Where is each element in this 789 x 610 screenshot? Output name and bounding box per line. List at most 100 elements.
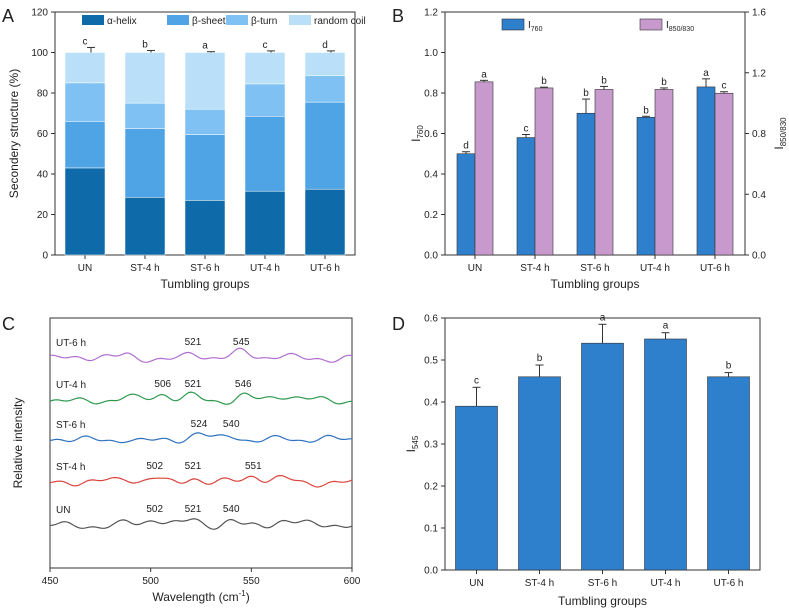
chart-a-legend-label-1: β-sheet (192, 16, 226, 27)
chart-a-y-ticklabel-1: 20 (37, 210, 49, 221)
chart-b-bar-1-3 (654, 89, 674, 256)
chart-b-bar-1-4 (714, 92, 734, 256)
chart-d-bar-2 (581, 342, 624, 571)
chart-d-y-ticklabel-6: 0.6 (424, 314, 438, 325)
chart-d-yaxis-title-sub: 545 (411, 435, 420, 449)
chart-d-xlabel-3: UT-4 h (650, 578, 680, 589)
chart-c-xaxis-sup: -1 (239, 589, 247, 598)
chart-d-bar-0 (455, 405, 498, 571)
panel-label-d: D (392, 314, 405, 334)
chart-c-peak-label-1-0: 502 (146, 461, 163, 472)
chart-c-raman-spectra: 450 500 550 600 UN 502 521 540 ST-4 h 502 521 551 ST… (11, 317, 361, 604)
chart-a-yaxis-title: Secondery structure (%) (7, 69, 21, 198)
chart-d-sig-0: c (474, 375, 479, 386)
chart-c-peak-label-4-0: 521 (185, 337, 202, 348)
chart-a-xlabel-4: UT-6 h (310, 263, 340, 274)
chart-b-intensity-ratio: 0.0 0.2 0.4 0.6 0.8 1.0 1.2 0.0 0.4 0.8 1.2 1.6 UN d a… (409, 8, 788, 292)
chart-b-yaxis-title: I760 (409, 125, 425, 142)
panel-label-a: A (2, 6, 14, 26)
chart-a-y-ticklabel-5: 100 (31, 48, 48, 59)
chart-c-line-0 (49, 518, 353, 530)
chart-b-legend-label-1: I850/830 (666, 20, 694, 33)
chart-a-bar-0-3 (244, 190, 286, 256)
chart-a-xlabel-2: ST-6 h (190, 263, 219, 274)
chart-a-bar-3-3 (244, 52, 286, 85)
chart-c-xaxis-main: Wavelength (cm (152, 590, 238, 604)
chart-d-bar-4 (707, 376, 750, 571)
chart-c-peak-label-2-0: 524 (191, 419, 208, 430)
chart-c-peak-label-0-2: 540 (223, 504, 240, 515)
chart-b-yaxis-title-sub: 760 (416, 125, 425, 139)
chart-c-line-3 (49, 391, 353, 405)
chart-b-legend-label-0: I760 (528, 20, 543, 33)
chart-c-series-label-4: UT-6 h (56, 338, 86, 349)
chart-a-legend-swatch-3 (289, 15, 311, 25)
chart-b-bar-1-2 (594, 89, 614, 256)
chart-c-xticklabel-1: 500 (142, 576, 159, 587)
chart-a-legend-swatch-0 (82, 15, 104, 25)
chart-c-line-2 (49, 432, 352, 444)
chart-a-y-ticklabel-3: 60 (37, 129, 49, 140)
chart-a-y-ticklabel-4: 80 (37, 89, 49, 100)
chart-b-y2axis-title-main: I (772, 146, 786, 149)
chart-b-y2axis-title: I850/830 (772, 117, 788, 150)
chart-c-peak-label-3-1: 521 (185, 379, 202, 390)
chart-b-bar-0-3 (636, 117, 656, 256)
chart-c-line-1 (49, 474, 353, 488)
chart-a-bar-0-1 (124, 197, 166, 256)
chart-c-peak-label-3-2: 546 (235, 379, 252, 390)
chart-b-y2-ticklabel-4: 1.6 (752, 8, 766, 19)
chart-b-y-ticklabel-5: 1.0 (424, 48, 438, 59)
chart-c-yaxis-title: Relative intensity (11, 398, 25, 489)
chart-b-xaxis-title: Tumbling groups (551, 277, 640, 291)
chart-b-y-ticklabel-0: 0.0 (424, 251, 438, 262)
chart-b-sig-1-2: b (601, 75, 607, 86)
chart-a-bar-3-4 (304, 52, 346, 77)
chart-a-sig-3-0: c (83, 36, 88, 47)
chart-a-legend-label-2: β-turn (251, 16, 277, 27)
chart-b-y2-ticklabel-3: 1.2 (752, 68, 766, 79)
chart-d-bar-1 (518, 376, 561, 571)
chart-a-xlabel-0: UN (78, 263, 92, 274)
chart-b-bar-1-0 (474, 81, 494, 256)
chart-b-bar-1-1 (534, 87, 554, 256)
chart-a-xlabel-1: ST-4 h (130, 263, 159, 274)
chart-d-sig-4: b (726, 361, 732, 372)
chart-a-bar-2-1 (124, 102, 166, 129)
chart-b-bar-0-2 (576, 112, 596, 256)
chart-b-bar-0-1 (516, 137, 536, 256)
chart-c-xaxis-end: ) (246, 590, 250, 604)
chart-b-y2-ticklabel-1: 0.4 (752, 190, 766, 201)
chart-a-bar-1-2 (184, 134, 226, 201)
chart-a-secondary-structure: 020406080100120UNadacST-4 hcccbST-6 hccc… (7, 8, 366, 292)
chart-a-bar-1-3 (244, 116, 286, 192)
chart-d-y-ticklabel-0: 0.0 (424, 566, 438, 577)
chart-d-xlabel-2: ST-6 h (588, 578, 617, 589)
chart-b-legend-main-0: I (528, 20, 531, 31)
panel-label-b: B (392, 6, 404, 26)
chart-b-y2axis-title-sub: 850/830 (779, 117, 788, 146)
chart-a-bar-0-4 (304, 188, 346, 256)
chart-b-bar-0-4 (696, 86, 716, 256)
chart-b-y2-ticklabel-2: 0.8 (752, 129, 766, 140)
chart-b-xlabel-1: ST-4 h (520, 263, 549, 274)
chart-a-bar-0-0 (64, 167, 106, 256)
chart-c-peak-label-2-1: 540 (223, 419, 240, 430)
chart-b-y-ticklabel-4: 0.8 (424, 89, 438, 100)
chart-b-sig-1-4: c (722, 81, 727, 92)
chart-c-peak-label-0-1: 521 (185, 504, 202, 515)
chart-b-xlabel-4: UT-6 h (700, 263, 730, 274)
chart-c-peak-label-4-1: 545 (233, 337, 250, 348)
chart-b-sig-1-0: a (481, 69, 487, 80)
chart-d-xlabel-0: UN (469, 578, 483, 589)
chart-a-xlabel-3: UT-4 h (250, 263, 280, 274)
chart-a-bar-2-0 (64, 82, 106, 122)
chart-a-bar-2-4 (304, 75, 346, 103)
chart-a-bar-2-2 (184, 108, 226, 135)
chart-b-xlabel-3: UT-4 h (640, 263, 670, 274)
chart-a-bar-1-0 (64, 121, 106, 169)
chart-b-legend-main-1: I (666, 20, 669, 31)
chart-a-bar-3-2 (184, 52, 226, 110)
chart-c-peak-label-1-2: 551 (245, 461, 262, 472)
chart-a-y-ticklabel-6: 120 (31, 8, 48, 19)
